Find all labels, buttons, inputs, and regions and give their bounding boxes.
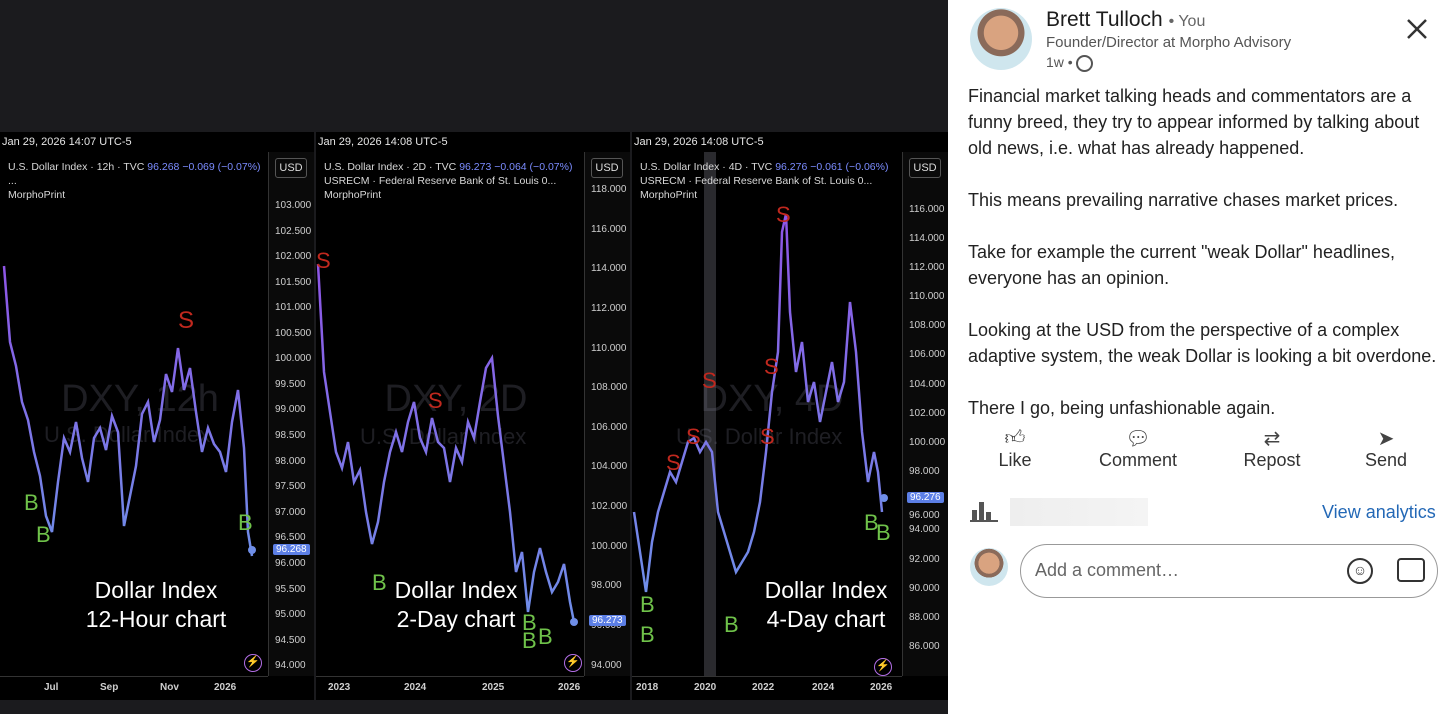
comment-button[interactable]: 💬︎ Comment [1096,426,1180,471]
chart-plot: DXY, 2D U.S. Dollar Index S S B B B B U.… [316,152,584,676]
chart-plot: DXY, 12h U.S. Dollar Index S B B B U.S. … [0,152,268,676]
like-button[interactable]: 👍︎ Like [996,426,1034,471]
svg-text:B: B [724,612,739,637]
svg-text:B: B [640,592,655,617]
commenter-avatar [970,548,1008,586]
svg-text:S: S [178,307,194,334]
price-line: S S B B B B [316,248,578,653]
svg-text:B: B [372,570,387,595]
post-paragraph: Financial market talking heads and comme… [968,86,1420,158]
svg-text:B: B [36,522,51,547]
lightning-icon[interactable]: ⚡ [564,654,582,672]
chart-caption: Dollar Index 2-Day chart [394,577,518,632]
repost-icon: ⇄ [1263,428,1281,450]
chart-caption: Dollar Index 4-Day chart [764,577,888,632]
svg-text:S: S [764,354,779,379]
send-icon: ➤ [1377,428,1395,450]
price-axis: USD 118.000 116.000 114.000 112.000 110.… [584,152,630,676]
post-age: 1w • [1046,54,1093,72]
chart-panel-12h: Jan 29, 2026 14:07 UTC-5 DXY, 12h U.S. D… [0,132,314,700]
last-price-tag: 96.273 [589,615,626,626]
author-headline: Founder/Director at Morpho Advisory [1046,34,1292,51]
post-paragraph: Looking at the USD from the perspective … [968,320,1437,366]
svg-text:S: S [666,450,681,475]
comment-input[interactable]: Add a comment… ☺ [1020,544,1438,598]
bar-chart-icon [970,502,998,522]
svg-text:B: B [538,624,553,649]
svg-text:S: S [702,368,717,393]
chart-area: Jan 29, 2026 14:07 UTC-5 DXY, 12h U.S. D… [0,132,948,700]
chart-header: U.S. Dollar Index · 2D · TVC 96.273 −0.0… [324,161,573,201]
svg-text:B: B [522,610,537,635]
lightning-icon[interactable]: ⚡ [244,654,262,672]
post-paragraph: There I go, being unfashionable again. [968,398,1276,418]
redacted-impressions [1010,498,1148,526]
chart-header: U.S. Dollar Index · 4D · TVC 96.276 −0.0… [640,161,889,201]
last-price-tag: 96.268 [273,544,310,555]
post-paragraph: This means prevailing narrative chases m… [968,190,1399,210]
price-axis: USD 116.000 114.000 112.000 110.000 108.… [902,152,948,676]
chart-header: U.S. Dollar Index · 12h · TVC 96.268 −0.… [8,161,261,201]
post-panel: Brett Tulloch • You Founder/Director at … [948,0,1456,714]
post-paragraph: Take for example the current "weak Dolla… [968,242,1395,288]
comment-placeholder: Add a comment… [1035,560,1180,580]
send-button[interactable]: ➤ Send [1364,428,1408,470]
currency-button[interactable]: USD [275,158,307,178]
svg-text:S: S [760,424,775,449]
svg-text:B: B [522,628,537,653]
time-axis: Jul Sep Nov 2026 [0,676,268,700]
lightning-icon[interactable]: ⚡ [874,658,892,676]
price-line: S B B B [2,265,256,557]
svg-text:S: S [428,388,443,413]
post-body: Financial market talking heads and comme… [968,83,1448,447]
currency-button[interactable]: USD [591,158,623,178]
comment-icon: 💬︎ [1125,428,1151,450]
svg-text:B: B [640,622,655,647]
time-axis: 2018 2020 2022 2024 2026 [632,676,902,700]
svg-text:S: S [776,202,791,227]
repost-button[interactable]: ⇄ Repost [1243,428,1301,470]
chart-watermark-symbol: DXY, 2D [384,378,528,420]
author-name[interactable]: Brett Tulloch • You [1046,8,1206,31]
svg-text:B: B [238,510,253,535]
price-axis: USD 103.000 102.500 102.000 101.500 101.… [268,152,314,676]
svg-text:S: S [686,424,701,449]
chart-timestamp: Jan 29, 2026 14:07 UTC-5 [2,136,132,148]
chart-plot: DXY, 4D U.S. Dollar Index S S S S S S B … [632,152,902,676]
svg-text:S: S [316,248,331,273]
author-avatar[interactable] [970,8,1032,70]
chart-timestamp: Jan 29, 2026 14:08 UTC-5 [634,136,764,148]
time-axis: 2023 2024 2025 2026 [316,676,584,700]
svg-text:B: B [876,520,891,545]
close-icon[interactable] [1404,16,1430,42]
chart-panel-4d: Jan 29, 2026 14:08 UTC-5 DXY, 4D U.S. Do… [632,132,948,700]
emoji-icon[interactable]: ☺ [1347,558,1373,584]
image-icon[interactable] [1397,558,1425,582]
price-line: S S S S S S B B B B B [632,202,891,647]
recession-band [704,152,716,676]
svg-text:B: B [864,510,879,535]
svg-text:B: B [24,490,39,515]
chart-panel-2d: Jan 29, 2026 14:08 UTC-5 DXY, 2D U.S. Do… [316,132,630,700]
chart-timestamp: Jan 29, 2026 14:08 UTC-5 [318,136,448,148]
currency-button[interactable]: USD [909,158,941,178]
chart-caption: Dollar Index 12-Hour chart [85,577,227,632]
last-price-tag: 96.276 [907,492,944,503]
thumbs-up-icon: 👍︎ [1004,427,1026,449]
view-analytics-link[interactable]: View analytics [1322,502,1436,522]
globe-icon [1075,54,1093,72]
